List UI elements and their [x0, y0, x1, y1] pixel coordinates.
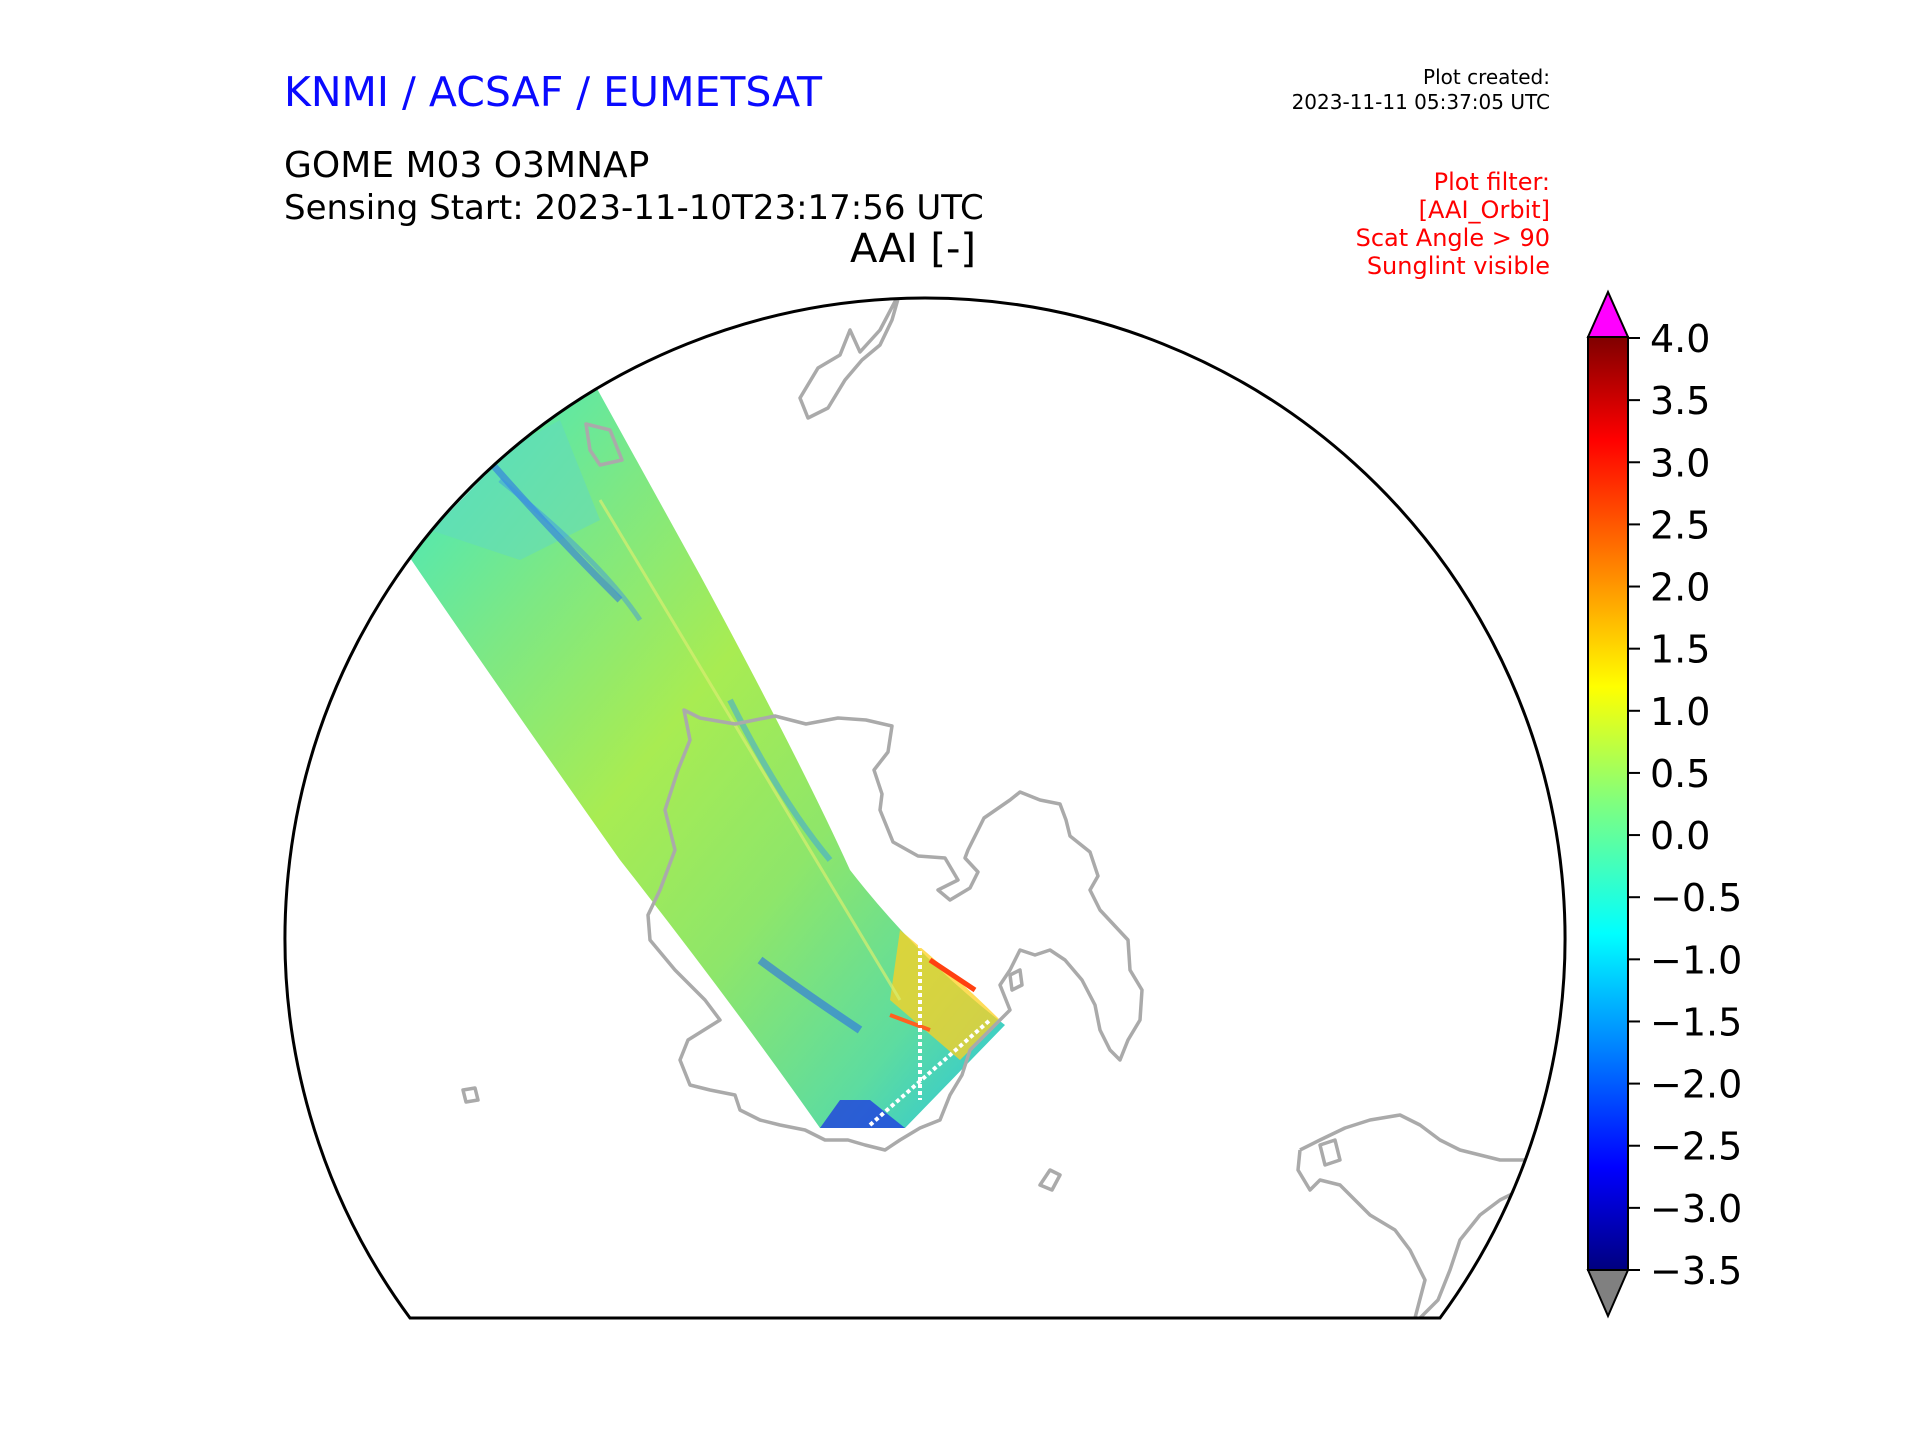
colorbar-tick-label: 2.0	[1650, 566, 1710, 610]
colorbar-tick-label: −0.5	[1650, 876, 1742, 920]
colorbar-tick-label: 0.5	[1650, 752, 1710, 796]
product-name: GOME M03 O3MNAP	[284, 145, 650, 186]
colorbar-tick-label: −3.5	[1650, 1249, 1742, 1293]
colorbar-tick-label: 0.0	[1650, 814, 1710, 858]
colorbar-tick-label: 3.5	[1650, 379, 1710, 423]
colorbar-tick-label: −2.5	[1650, 1125, 1742, 1169]
colorbar-ticks: 4.0 3.5 3.0 2.5 2.0 1.5 1.0 0.5 0.0 −0.5 −1.0 −1.5 −…	[1628, 317, 1742, 1293]
plot-filter-scat-angle: Scat Angle > 90	[1355, 224, 1550, 252]
sensing-start: Sensing Start: 2023-11-10T23:17:56 UTC	[284, 188, 984, 228]
colorbar-tick-label: 1.5	[1650, 628, 1710, 672]
colorbar-gradient	[1587, 336, 1629, 1271]
colorbar-tick-label: 3.0	[1650, 441, 1710, 485]
organisations-title: KNMI / ACSAF / EUMETSAT	[284, 68, 823, 116]
plot-filter-sunglint: Sunglint visible	[1366, 252, 1550, 280]
map-title: AAI [-]	[850, 226, 976, 272]
plot-created-value: 2023-11-11 05:37:05 UTC	[1291, 90, 1550, 114]
aai-swath	[408, 385, 1005, 1128]
colorbar-under-triangle	[1586, 1269, 1630, 1319]
colorbar-tick-label: −2.0	[1650, 1063, 1742, 1107]
map-area	[408, 298, 1532, 1318]
map-boundary	[283, 296, 1567, 1320]
colorbar-tick-label: −1.0	[1650, 938, 1742, 982]
colorbar-tick-label: −1.5	[1650, 1000, 1742, 1044]
plot-filter-heading: Plot filter:	[1433, 168, 1550, 196]
colorbar-tick-label: 4.0	[1650, 317, 1710, 361]
coastlines	[461, 298, 1532, 1318]
colorbar-tick-label: 2.5	[1650, 503, 1710, 547]
colorbar-over-triangle	[1586, 289, 1630, 338]
colorbar-tick-label: 1.0	[1650, 690, 1710, 734]
plot-filter-orbit: [AAI_Orbit]	[1418, 196, 1550, 224]
colorbar: 4.0 3.5 3.0 2.5 2.0 1.5 1.0 0.5 0.0 −0.5 −1.0 −1.5 −…	[1586, 289, 1742, 1319]
plot-created-label: Plot created:	[1423, 65, 1550, 89]
colorbar-tick-label: −3.0	[1650, 1187, 1742, 1231]
